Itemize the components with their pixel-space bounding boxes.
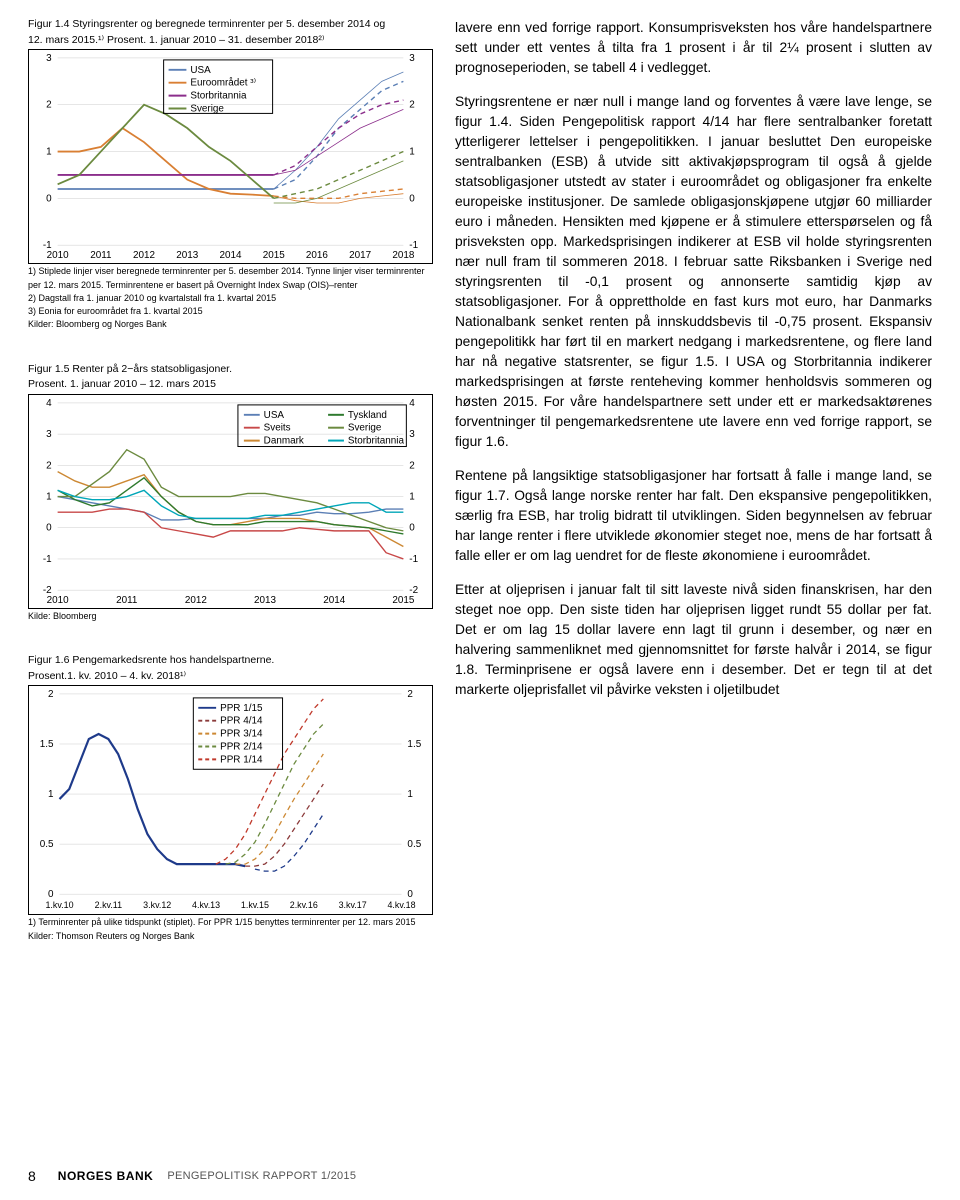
- chart2-svg: -2-2-1-100112233442010201120122013201420…: [29, 395, 432, 608]
- svg-text:2011: 2011: [116, 595, 138, 606]
- svg-text:4.kv.18: 4.kv.18: [387, 900, 415, 910]
- svg-text:Sveits: Sveits: [264, 422, 291, 433]
- svg-text:3: 3: [409, 53, 415, 64]
- svg-text:4.kv.13: 4.kv.13: [192, 900, 220, 910]
- svg-text:2015: 2015: [263, 250, 286, 261]
- svg-text:0: 0: [46, 523, 52, 534]
- svg-text:1: 1: [407, 789, 413, 800]
- svg-text:0: 0: [409, 523, 415, 534]
- svg-text:2011: 2011: [90, 250, 112, 261]
- svg-text:Danmark: Danmark: [264, 435, 304, 446]
- svg-text:1: 1: [409, 147, 415, 158]
- svg-text:Sverige: Sverige: [348, 422, 382, 433]
- svg-text:3.kv.17: 3.kv.17: [339, 900, 367, 910]
- svg-text:2014: 2014: [323, 595, 346, 606]
- svg-text:2: 2: [48, 689, 54, 700]
- svg-text:2017: 2017: [349, 250, 371, 261]
- svg-text:USA: USA: [190, 65, 211, 76]
- svg-text:2010: 2010: [47, 595, 70, 606]
- paragraph-4: Etter at oljeprisen i januar falt til si…: [455, 580, 932, 700]
- chart3-fn0: 1) Terminrenter på ulike tidspunkt (stip…: [28, 917, 433, 928]
- svg-text:0: 0: [407, 889, 413, 900]
- svg-text:2: 2: [407, 689, 413, 700]
- svg-text:3: 3: [46, 429, 52, 440]
- svg-text:Euroområdet ³⁾: Euroområdet ³⁾: [190, 78, 256, 89]
- svg-text:Storbritannia: Storbritannia: [190, 91, 247, 102]
- chart1-title2: 12. mars 2015.¹⁾ Prosent. 1. januar 2010…: [28, 34, 433, 48]
- svg-text:0.5: 0.5: [40, 839, 54, 850]
- svg-text:2013: 2013: [176, 250, 199, 261]
- footer-report: PENGEPOLITISK RAPPORT 1/2015: [167, 1170, 356, 1182]
- chart1-fn2: 2) Dagstall fra 1. januar 2010 og kvarta…: [28, 293, 433, 304]
- svg-text:USA: USA: [264, 410, 285, 421]
- svg-text:4: 4: [46, 398, 52, 409]
- svg-text:Tyskland: Tyskland: [348, 410, 387, 421]
- chart1-svg: -1-1001122332010201120122013201420152016…: [29, 50, 432, 263]
- chart2-title2: Prosent. 1. januar 2010 – 12. mars 2015: [28, 378, 433, 392]
- svg-text:2: 2: [409, 100, 415, 111]
- paragraph-3: Rentene på langsiktige statsobligasjoner…: [455, 466, 932, 566]
- svg-text:1: 1: [46, 491, 52, 502]
- svg-text:2: 2: [46, 460, 52, 471]
- svg-text:PPR 1/14: PPR 1/14: [220, 755, 263, 766]
- svg-text:1: 1: [409, 491, 415, 502]
- chart3-fn1: Kilder: Thomson Reuters og Norges Bank: [28, 931, 433, 942]
- paragraph-2: Styringsrentene er nær null i mange land…: [455, 92, 932, 452]
- svg-text:2013: 2013: [254, 595, 277, 606]
- svg-text:2014: 2014: [219, 250, 242, 261]
- chart1-fn4: Kilder: Bloomberg og Norges Bank: [28, 319, 433, 330]
- svg-text:2018: 2018: [392, 250, 415, 261]
- svg-text:0: 0: [46, 194, 52, 205]
- svg-text:Storbritannia: Storbritannia: [348, 435, 405, 446]
- svg-text:1: 1: [46, 147, 52, 158]
- svg-text:0: 0: [409, 194, 415, 205]
- svg-text:2010: 2010: [47, 250, 70, 261]
- svg-text:1.5: 1.5: [40, 739, 54, 750]
- chart3-svg: 0 0 0.5 0.5 1 1 1.5 1.5 2 2 1.kv.10 2.kv.11 3.kv.12 4…: [29, 686, 432, 914]
- svg-text:PPR 1/15: PPR 1/15: [220, 703, 263, 714]
- svg-text:0: 0: [48, 889, 54, 900]
- svg-text:3: 3: [409, 429, 415, 440]
- chart-1-4: Figur 1.4 Styringsrenter og beregnede te…: [28, 18, 433, 331]
- svg-text:2012: 2012: [133, 250, 155, 261]
- chart-1-5: Figur 1.5 Renter på 2−års statsobligasjo…: [28, 363, 433, 623]
- svg-text:2.kv.11: 2.kv.11: [95, 900, 122, 910]
- svg-text:0.5: 0.5: [407, 839, 421, 850]
- svg-text:2016: 2016: [306, 250, 329, 261]
- chart-1-6: Figur 1.6 Pengemarkedsrente hos handelsp…: [28, 654, 433, 942]
- svg-text:1: 1: [48, 789, 54, 800]
- page-number: 8: [28, 1168, 36, 1184]
- chart1-fn0: 1) Stiplede linjer viser beregnede termi…: [28, 266, 433, 277]
- svg-text:1.kv.15: 1.kv.15: [241, 900, 269, 910]
- chart3-title1: Figur 1.6 Pengemarkedsrente hos handelsp…: [28, 654, 433, 668]
- chart1-title1: Figur 1.4 Styringsrenter og beregnede te…: [28, 18, 433, 32]
- chart3-title2: Prosent.1. kv. 2010 – 4. kv. 2018¹⁾: [28, 670, 433, 684]
- svg-text:-1: -1: [409, 554, 418, 565]
- svg-text:3.kv.12: 3.kv.12: [143, 900, 171, 910]
- svg-text:-1: -1: [43, 554, 52, 565]
- svg-text:PPR 2/14: PPR 2/14: [220, 742, 263, 753]
- svg-text:3: 3: [46, 53, 52, 64]
- svg-text:4: 4: [409, 398, 415, 409]
- svg-text:2: 2: [46, 100, 52, 111]
- svg-text:PPR 4/14: PPR 4/14: [220, 716, 263, 727]
- chart2-title1: Figur 1.5 Renter på 2−års statsobligasjo…: [28, 363, 433, 377]
- svg-text:2.kv.16: 2.kv.16: [290, 900, 318, 910]
- svg-text:2015: 2015: [392, 595, 415, 606]
- chart2-fn0: Kilde: Bloomberg: [28, 611, 433, 622]
- svg-text:Sverige: Sverige: [190, 104, 224, 115]
- chart1-fn1: per 12. mars 2015. Terminrentene er base…: [28, 280, 433, 291]
- svg-text:2012: 2012: [185, 595, 207, 606]
- chart1-fn3: 3) Eonia for euroområdet fra 1. kvartal …: [28, 306, 433, 317]
- svg-text:1.kv.10: 1.kv.10: [45, 900, 73, 910]
- paragraph-1: lavere enn ved forrige rapport. Konsumpr…: [455, 18, 932, 78]
- svg-text:PPR 3/14: PPR 3/14: [220, 729, 263, 740]
- footer-bank: NORGES BANK: [58, 1169, 154, 1183]
- svg-text:2: 2: [409, 460, 415, 471]
- svg-text:1.5: 1.5: [407, 739, 421, 750]
- body-text: lavere enn ved forrige rapport. Konsumpr…: [455, 18, 932, 974]
- page-footer: 8 NORGES BANK PENGEPOLITISK RAPPORT 1/20…: [28, 1168, 356, 1184]
